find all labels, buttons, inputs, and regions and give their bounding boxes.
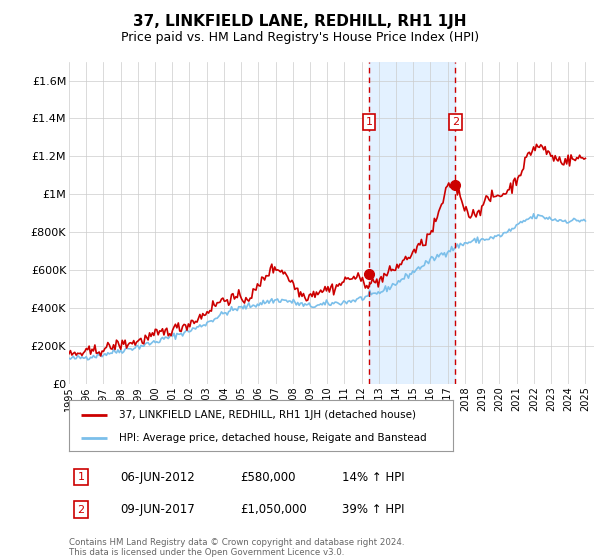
Text: 1: 1 — [77, 472, 85, 482]
Text: 37, LINKFIELD LANE, REDHILL, RH1 1JH: 37, LINKFIELD LANE, REDHILL, RH1 1JH — [133, 14, 467, 29]
Text: £580,000: £580,000 — [240, 470, 296, 484]
Text: Price paid vs. HM Land Registry's House Price Index (HPI): Price paid vs. HM Land Registry's House … — [121, 31, 479, 44]
Text: 37, LINKFIELD LANE, REDHILL, RH1 1JH (detached house): 37, LINKFIELD LANE, REDHILL, RH1 1JH (de… — [119, 409, 416, 419]
Text: 14% ↑ HPI: 14% ↑ HPI — [342, 470, 404, 484]
Text: 2: 2 — [452, 117, 459, 127]
Text: 1: 1 — [365, 117, 373, 127]
Text: 39% ↑ HPI: 39% ↑ HPI — [342, 503, 404, 516]
Text: 09-JUN-2017: 09-JUN-2017 — [120, 503, 195, 516]
Bar — [369, 62, 455, 384]
Text: £1,050,000: £1,050,000 — [240, 503, 307, 516]
Text: Contains HM Land Registry data © Crown copyright and database right 2024.
This d: Contains HM Land Registry data © Crown c… — [69, 538, 404, 557]
Text: HPI: Average price, detached house, Reigate and Banstead: HPI: Average price, detached house, Reig… — [119, 433, 427, 443]
Text: 06-JUN-2012: 06-JUN-2012 — [120, 470, 195, 484]
Text: 2: 2 — [77, 505, 85, 515]
